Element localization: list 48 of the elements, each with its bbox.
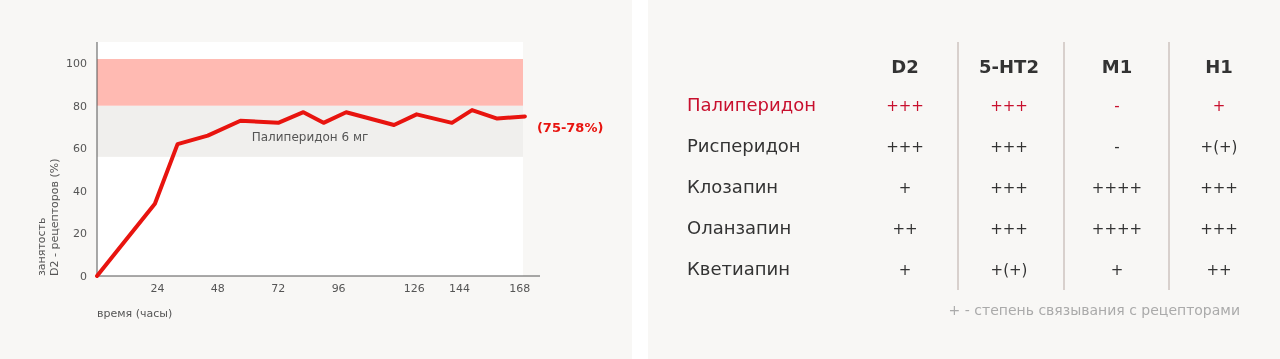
data-label: +++ xyxy=(990,220,1028,238)
data-label: +++ xyxy=(886,97,924,115)
data-label: ++++ xyxy=(1091,220,1143,238)
y-tick-label: 80 xyxy=(73,99,87,113)
x-tick-label: 24 xyxy=(150,282,165,295)
data-label: + xyxy=(898,179,912,197)
legend-label: Рисперидон xyxy=(687,135,801,156)
data-label: ++ xyxy=(1206,261,1232,279)
line-series xyxy=(95,108,527,278)
legend-label: Палиперидон xyxy=(687,94,816,115)
data-label: + xyxy=(1212,97,1226,115)
x-tick-label: 72 xyxy=(271,282,286,295)
data-label: - xyxy=(1114,97,1120,115)
category-label: 5-HT2 xyxy=(979,56,1039,77)
x-tick-label: 48 xyxy=(210,282,225,295)
band-label: Палиперидон 6 мг xyxy=(251,130,369,145)
legend-label: Оланзапин xyxy=(687,217,792,238)
data-label: +++ xyxy=(1200,179,1238,197)
category-label: M1 xyxy=(1101,56,1133,77)
category-label: H1 xyxy=(1205,56,1233,77)
x-tick-label: 96 xyxy=(331,282,346,295)
y-tick-label: 0 xyxy=(80,270,87,283)
data-label: ++++ xyxy=(1091,179,1143,197)
y-tick-label: 60 xyxy=(73,142,87,156)
data-label: - xyxy=(1114,138,1120,156)
data-label: +++ xyxy=(990,138,1028,156)
data-label: + xyxy=(898,261,912,279)
text: + - степень связывания с рецепторами xyxy=(948,302,1240,318)
category-label: D2 xyxy=(891,56,919,77)
y-tick-label: 40 xyxy=(73,184,87,198)
data-label: +++ xyxy=(886,138,924,156)
data-label: +++ xyxy=(990,97,1028,115)
data-label: +++ xyxy=(1200,220,1238,238)
data-label: +(+) xyxy=(1200,138,1238,156)
y-tick-label: 100 xyxy=(66,57,87,71)
annotation: (75-78%) xyxy=(536,120,604,136)
x-tick-label: 126 xyxy=(403,282,425,295)
data-label: + xyxy=(1110,261,1124,279)
x-axis-title: время (часы) xyxy=(97,307,173,320)
data-label: +(+) xyxy=(990,261,1028,279)
data-label: +++ xyxy=(990,179,1028,197)
legend-label: Клозапин xyxy=(687,176,779,197)
data-label: ++ xyxy=(892,220,918,238)
x-tick-label: 144 xyxy=(448,282,470,295)
x-tick-label: 168 xyxy=(509,282,531,295)
legend-label: Кветиапин xyxy=(687,258,790,279)
y-axis-title: занятость D2 - рецепторов (%) xyxy=(35,158,61,276)
y-tick-label: 20 xyxy=(73,227,87,241)
